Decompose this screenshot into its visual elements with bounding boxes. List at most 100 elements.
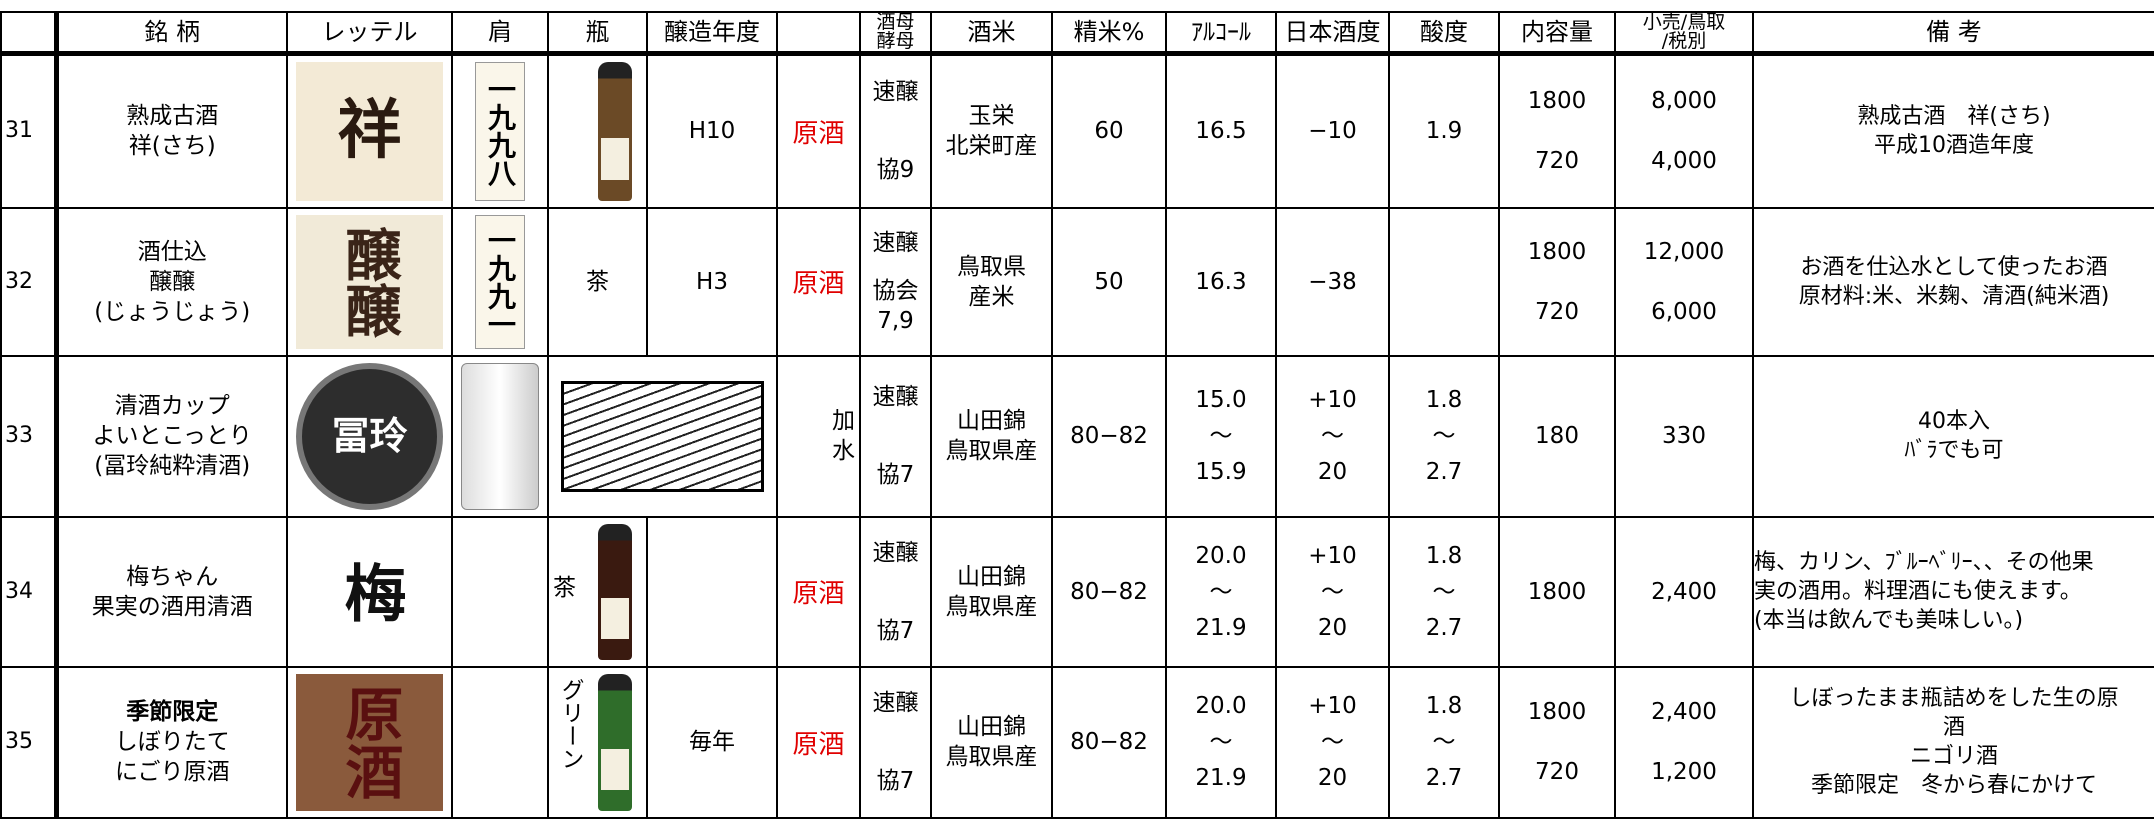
cell-text: 速醸 (872, 229, 919, 256)
cell-text: 1800 (1527, 699, 1587, 725)
polish-cell: 60 (1051, 52, 1167, 209)
table-row: 32 酒仕込 醸醸 (じょうじょう) 醸醸 一九九一茶 H3 原酒 速醸 協会 7,9 鳥取県 産米 50… (0, 206, 2154, 357)
volume: 1800 720 (1501, 71, 1613, 191)
row-number: 31 (0, 52, 59, 209)
yeast-cell: 速醸 協7 (859, 515, 932, 668)
note-cell: しぼったまま瓶詰めをした生の原酒ニゴリ酒 季節限定 冬から春にかけて (1752, 665, 2154, 819)
nihonshudo-cell: −10 (1275, 52, 1390, 209)
yeast-cell: 速醸協会 7,9 (859, 206, 932, 357)
cell-text: 鳥取県産 (945, 593, 1038, 620)
cell-text: 原材料:米、米麹、清酒(純米酒) (1798, 283, 2110, 309)
header-cell: 日本酒度 (1275, 11, 1390, 56)
cell-text: 15.9 (1195, 459, 1247, 485)
cell-text: 茶 (553, 574, 576, 601)
sake-table: 銘 柄レッテル肩瓶醸造年度 酒母 酵母 酒米 精米% ｱﾙｺｰﾙ 日本酒度 酸度 内容量 小売/鳥… (0, 11, 2154, 819)
cell-text: よいとこっとり (92, 423, 252, 449)
cell-text: 山田錦 (957, 714, 1026, 740)
yeast-bottom: 協7 (877, 460, 915, 490)
cell-text: 7,9 (877, 307, 914, 334)
cell-text: 茶 (586, 268, 609, 295)
cell-text: ～ (1321, 729, 1344, 755)
cell-text: 20.0 (1195, 693, 1247, 719)
label-image: 醸醸 (296, 214, 443, 349)
nihonshudo-cell: +10 ～ 20 (1275, 665, 1390, 819)
cell-text: ～ (1209, 729, 1233, 755)
cell-text: 山田錦 (957, 408, 1026, 434)
brew-year: H10 (646, 52, 778, 209)
price: 2,400 (1617, 532, 1751, 652)
cell-text: 50 (1094, 268, 1124, 295)
volume-cell: 1800 720 (1498, 52, 1616, 209)
cell-text: グリーン (557, 677, 583, 770)
cell-text: 1800 (1527, 88, 1587, 115)
cell-text: ～ (1432, 578, 1456, 605)
label-image: 梅 (296, 523, 443, 660)
shoulder-label: 一九九八 (475, 62, 525, 201)
cell-text: (じょうじょう) (94, 298, 251, 325)
cell-text: 毎年 (689, 729, 735, 755)
bottle-cell (547, 52, 648, 209)
row-number: 35 (0, 665, 59, 819)
cell-text: 15.0 (1195, 387, 1247, 413)
cell-text: 産米 (968, 283, 1015, 310)
cell-text: 速醸 (872, 79, 919, 106)
cell-text: 酒母 (876, 12, 915, 33)
cell-text: 720 (1535, 298, 1579, 325)
cell-text: 180 (1535, 423, 1579, 449)
cell-text: しぼりたて (114, 729, 230, 755)
product-name: 清酒カップ よいとこっとり (冨玲純粋清酒) (55, 354, 288, 518)
yeast: 速醸協9 (862, 71, 929, 191)
cell-text: 内容量 (1521, 18, 1593, 46)
price-cell: 330 (1614, 354, 1754, 518)
alc-cell: 20.0 ～ 21.9 (1165, 665, 1277, 819)
cell-text: 16.3 (1195, 268, 1247, 295)
cell-text: 一九九一 (484, 225, 517, 338)
price: 2,400 1,200 (1617, 682, 1751, 802)
price-cell: 12,000 6,000 (1614, 206, 1754, 357)
header-cell: 酒米 (930, 11, 1053, 56)
note-cell: 梅、カリン、ﾌﾞﾙｰﾍﾞﾘｰ、、その他果 実の酒用。料理酒にも使えます。 (本当は飲… (1752, 515, 2154, 668)
cell-text: 1.8 (1425, 693, 1463, 719)
bottle-label (601, 598, 629, 640)
cell-text: (冨玲純粋清酒) (94, 453, 251, 479)
cell-text: 醸醸 (336, 225, 402, 338)
table-row: 31 熟成古酒 祥(さち) 祥一九九八 H10 原酒 速醸 協9 玉栄 北栄町産 60 16.5 −10… (0, 52, 2154, 209)
yeast-bottom: 協会 7,9 (873, 276, 919, 336)
header-cell: 備 考 (1752, 11, 2154, 56)
cell-text: 酒米 (967, 18, 1016, 46)
price-cell: 2,400 (1614, 515, 1754, 668)
bottle-cell: 茶 (547, 515, 648, 668)
volume-cell: 180 (1498, 354, 1616, 518)
price: 8,000 4,000 (1617, 71, 1751, 191)
cell-text: ～ (1209, 578, 1233, 605)
cell-text: 21.9 (1195, 765, 1247, 791)
cell-text: H10 (688, 118, 736, 145)
cup-image (461, 362, 539, 510)
yeast: 速醸 協7 (862, 682, 929, 802)
cell-text: /税別 (1661, 30, 1707, 52)
bottle-cell: 茶 (547, 206, 648, 357)
cell-text: 21.9 (1195, 614, 1247, 641)
table-row: 34 梅ちゃん 果実の酒用清酒梅茶原酒 速醸 協7 山田錦 鳥取県産 80−82 20.0 ～ 21… (0, 515, 2154, 668)
cell-text: 1.9 (1425, 118, 1463, 145)
header-cell (0, 11, 59, 56)
cell-text: 80−82 (1070, 729, 1148, 755)
table-body: 31 熟成古酒 祥(さち) 祥一九九八 H10 原酒 速醸 協9 玉栄 北栄町産 60 16.5 −10… (0, 52, 2154, 819)
nihonshudo-cell: +10 ～ 20 (1275, 515, 1390, 668)
volume: 1800 720 (1501, 222, 1613, 342)
rice-cell: 山田錦 鳥取県産 (930, 515, 1053, 668)
yeast-bottom: 協9 (877, 155, 915, 185)
cell-text: レッテル (321, 18, 418, 46)
cell-text: 16.5 (1195, 118, 1247, 145)
cell-text: しぼったまま瓶詰めをした生の原 (1789, 686, 2119, 711)
yeast-bottom: 協7 (877, 616, 915, 646)
cell-text: 80−82 (1070, 578, 1148, 605)
yeast-cell: 速醸 協7 (859, 354, 932, 518)
cell-text: 熟成古酒 (126, 103, 219, 130)
cell-text: 原酒 (792, 729, 845, 760)
bottle-label (601, 748, 629, 790)
yeast-cell: 速醸協9 (859, 52, 932, 209)
cell-text: 山田錦 (957, 563, 1026, 590)
cell-text: H3 (696, 268, 728, 295)
